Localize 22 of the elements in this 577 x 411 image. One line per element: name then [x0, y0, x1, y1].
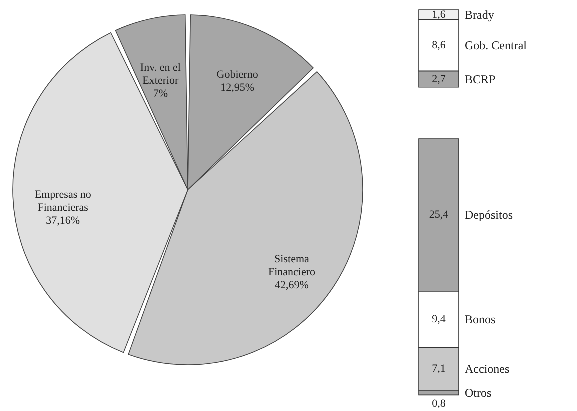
series-label: Gob. Central — [465, 38, 528, 52]
data-label: 12,95% — [220, 82, 255, 94]
slice-label: Inv. en el Exterior — [140, 62, 181, 88]
data-label: 37,16% — [46, 214, 80, 227]
series-label: Brady — [465, 8, 494, 22]
series-label: Depósitos — [465, 208, 514, 222]
series-label: Otros — [465, 386, 492, 400]
data-label: 1,6 — [432, 8, 446, 21]
data-label: 0,8 — [432, 398, 446, 410]
data-label: 7,1 — [432, 363, 446, 376]
slice-label: Gobierno — [216, 69, 259, 82]
series-label: Bonos — [465, 312, 496, 327]
data-label: 42,69% — [275, 279, 309, 292]
series-label: Acciones — [465, 362, 510, 376]
slice-label: Empresas no Financieras — [34, 188, 92, 214]
series-label: BCRP — [465, 72, 496, 86]
data-label: 7% — [153, 88, 168, 100]
data-label: 2,7 — [432, 73, 446, 86]
data-label: 25,4 — [429, 209, 450, 222]
slice-label: Sistema Financiero — [268, 253, 316, 278]
data-label: 9,4 — [432, 314, 446, 326]
data-label: 8,6 — [432, 39, 446, 52]
